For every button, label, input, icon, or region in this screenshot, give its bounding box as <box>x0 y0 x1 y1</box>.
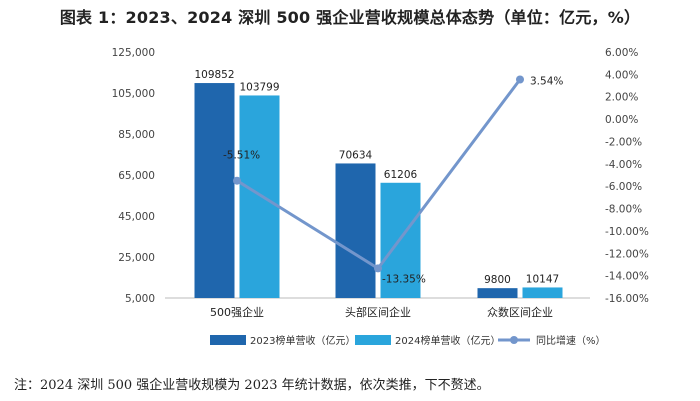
right-axis-tick-label: -16.00% <box>605 293 649 305</box>
left-axis-tick-label: 45,000 <box>118 211 155 223</box>
bar-2024 <box>522 287 563 298</box>
left-axis-tick-label: 105,000 <box>112 88 155 100</box>
bar-data-label: 103799 <box>239 81 279 93</box>
right-axis-tick-label: -12.00% <box>605 248 649 260</box>
right-axis-tick-label: -2.00% <box>605 136 642 148</box>
left-axis-tick-label: 5,000 <box>125 293 155 305</box>
bar-data-label: 9800 <box>484 274 511 286</box>
legend-swatch-2023 <box>210 335 246 345</box>
right-axis-tick-label: 0.00% <box>605 114 638 126</box>
bar-2023 <box>477 288 518 298</box>
bar-data-label: 10147 <box>526 273 559 285</box>
right-axis-tick-label: 6.00% <box>605 47 638 59</box>
growth-data-label: 3.54% <box>530 76 563 88</box>
bar-data-label: 109852 <box>194 69 234 81</box>
legend-label-2023: 2023榜单营收（亿元） <box>250 334 355 347</box>
right-axis-tick-label: -4.00% <box>605 159 642 171</box>
legend-swatch-2024 <box>355 335 391 345</box>
growth-data-label: -13.35% <box>382 273 426 285</box>
right-axis-tick-label: -10.00% <box>605 226 649 238</box>
bar-data-label: 61206 <box>384 169 418 181</box>
legend-label-growth: 同比增速（%） <box>536 334 606 347</box>
category-labels: 500强企业 头部区间企业 众数区间企业 <box>210 305 553 319</box>
left-axis-tick-label: 25,000 <box>118 252 155 264</box>
footnote: 注：2024 深圳 500 强企业营收规模为 2023 年统计数据，依次类推，下… <box>14 378 490 393</box>
category-label: 头部区间企业 <box>345 305 411 319</box>
right-axis: 6.00% 4.00% 2.00% 0.00% -2.00% -4.00% -6.00% -8… <box>605 47 649 305</box>
growth-point <box>233 176 241 185</box>
legend-marker-growth <box>510 336 518 344</box>
left-axis-tick-label: 85,000 <box>118 129 155 141</box>
right-axis-tick-label: -8.00% <box>605 204 642 216</box>
chart-title: 图表 1：2023、2024 深圳 500 强企业营收规模总体态势（单位：亿元，… <box>59 8 641 27</box>
right-axis-tick-label: -6.00% <box>605 181 642 193</box>
category-label: 500强企业 <box>210 305 264 319</box>
legend: 2023榜单营收（亿元） 2024榜单营收（亿元） 同比增速（%） <box>210 334 606 347</box>
bar-2023 <box>335 163 376 298</box>
left-axis-tick-label: 125,000 <box>112 47 155 59</box>
bar-data-label: 70634 <box>339 149 373 161</box>
growth-line-series: -5.51% -13.35% 3.54% <box>223 75 563 285</box>
bar-2023 <box>194 83 235 298</box>
growth-data-label: -5.51% <box>223 150 260 162</box>
bar-2024 <box>239 95 280 298</box>
left-axis-tick-label: 65,000 <box>118 170 155 182</box>
legend-label-2024: 2024榜单营收（亿元） <box>395 334 500 347</box>
category-label: 众数区间企业 <box>487 305 553 319</box>
right-axis-tick-label: 2.00% <box>605 92 638 104</box>
growth-point <box>374 264 382 273</box>
right-axis-tick-label: 4.00% <box>605 69 638 81</box>
left-axis: 5,000 25,000 45,000 65,000 85,000 105,000 125,… <box>112 47 155 305</box>
bar-data-labels: 109852 70634 9800 103799 61206 10147 <box>194 69 559 286</box>
growth-point <box>516 75 524 84</box>
right-axis-tick-label: -14.00% <box>605 271 649 283</box>
chart-canvas: 5,000 25,000 45,000 65,000 85,000 105,000 125,… <box>112 47 649 347</box>
